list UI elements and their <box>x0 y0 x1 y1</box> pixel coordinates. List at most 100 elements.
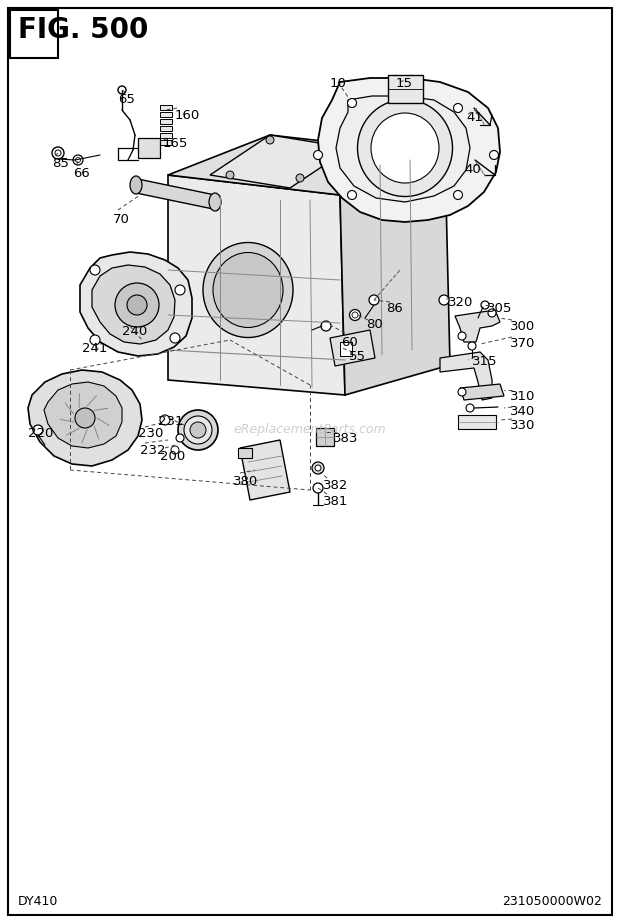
Ellipse shape <box>358 100 453 197</box>
Bar <box>160 126 172 131</box>
Circle shape <box>439 295 449 305</box>
Circle shape <box>321 321 331 331</box>
Text: 382: 382 <box>323 479 348 492</box>
Text: 240: 240 <box>122 325 148 338</box>
Bar <box>340 342 352 356</box>
Text: 40: 40 <box>464 163 480 176</box>
Polygon shape <box>92 265 175 344</box>
Text: 383: 383 <box>333 432 358 445</box>
Polygon shape <box>28 370 142 466</box>
Polygon shape <box>168 175 345 395</box>
Text: 66: 66 <box>73 167 90 180</box>
Polygon shape <box>340 155 450 395</box>
Polygon shape <box>455 310 500 342</box>
Text: 300: 300 <box>510 320 535 333</box>
Circle shape <box>352 312 358 318</box>
Text: 380: 380 <box>233 475 259 488</box>
Ellipse shape <box>203 243 293 338</box>
Polygon shape <box>318 78 500 222</box>
Text: 55: 55 <box>349 350 366 363</box>
Circle shape <box>176 434 184 442</box>
Text: 200: 200 <box>160 450 185 463</box>
Ellipse shape <box>209 193 221 211</box>
Text: 305: 305 <box>487 302 512 315</box>
Bar <box>160 119 172 124</box>
Bar <box>138 138 160 158</box>
Text: 85: 85 <box>52 157 69 170</box>
Text: 70: 70 <box>113 213 130 226</box>
Text: 60: 60 <box>341 336 358 349</box>
Ellipse shape <box>130 176 142 194</box>
Circle shape <box>481 301 489 309</box>
Bar <box>160 140 172 145</box>
Ellipse shape <box>213 253 283 328</box>
Circle shape <box>76 158 81 162</box>
Text: 41: 41 <box>466 111 483 124</box>
Circle shape <box>160 415 170 425</box>
Text: 232: 232 <box>140 444 166 457</box>
Ellipse shape <box>371 113 439 183</box>
Circle shape <box>170 333 180 343</box>
Text: 65: 65 <box>118 93 135 106</box>
Circle shape <box>226 171 234 179</box>
Polygon shape <box>168 135 445 195</box>
Circle shape <box>313 483 323 493</box>
Polygon shape <box>80 252 192 356</box>
Polygon shape <box>44 382 122 448</box>
Circle shape <box>466 404 474 412</box>
Text: eReplacementParts.com: eReplacementParts.com <box>234 424 386 437</box>
Ellipse shape <box>190 422 206 438</box>
Circle shape <box>453 103 463 113</box>
Polygon shape <box>440 352 492 400</box>
Text: 80: 80 <box>366 318 383 331</box>
Ellipse shape <box>178 410 218 450</box>
Text: 381: 381 <box>323 495 348 508</box>
Circle shape <box>490 150 498 160</box>
Circle shape <box>266 136 274 144</box>
Text: 315: 315 <box>472 355 497 368</box>
Polygon shape <box>460 384 504 400</box>
Bar <box>458 415 496 429</box>
Text: 330: 330 <box>510 419 536 432</box>
Circle shape <box>90 265 100 275</box>
Text: 310: 310 <box>510 390 536 403</box>
Text: 241: 241 <box>82 342 107 355</box>
Bar <box>160 112 172 117</box>
Circle shape <box>52 147 64 159</box>
Circle shape <box>175 285 185 295</box>
Polygon shape <box>330 330 375 366</box>
Circle shape <box>33 425 43 435</box>
Text: 320: 320 <box>448 296 474 309</box>
Circle shape <box>347 190 356 199</box>
Text: 86: 86 <box>386 302 403 315</box>
Circle shape <box>458 332 466 340</box>
Circle shape <box>315 465 321 471</box>
Circle shape <box>118 86 126 94</box>
Circle shape <box>75 408 95 428</box>
Text: FIG. 500: FIG. 500 <box>18 16 148 44</box>
Text: 220: 220 <box>28 427 53 440</box>
Text: 340: 340 <box>510 405 535 418</box>
Circle shape <box>171 446 179 454</box>
Text: 231: 231 <box>158 415 184 428</box>
Circle shape <box>312 462 324 474</box>
Text: 15: 15 <box>396 77 413 90</box>
Circle shape <box>55 150 61 156</box>
Circle shape <box>468 342 476 350</box>
Polygon shape <box>133 178 218 210</box>
Circle shape <box>369 295 379 305</box>
Text: DY410: DY410 <box>18 895 58 908</box>
Circle shape <box>90 335 100 345</box>
Bar <box>238 448 252 458</box>
Circle shape <box>115 283 159 327</box>
Circle shape <box>296 174 304 182</box>
Ellipse shape <box>184 416 212 444</box>
Circle shape <box>73 155 83 165</box>
Polygon shape <box>336 96 470 202</box>
Text: 230: 230 <box>138 427 164 440</box>
Polygon shape <box>240 440 290 500</box>
Bar <box>388 75 423 103</box>
Circle shape <box>453 190 463 199</box>
Bar <box>316 428 334 446</box>
Circle shape <box>314 150 322 160</box>
